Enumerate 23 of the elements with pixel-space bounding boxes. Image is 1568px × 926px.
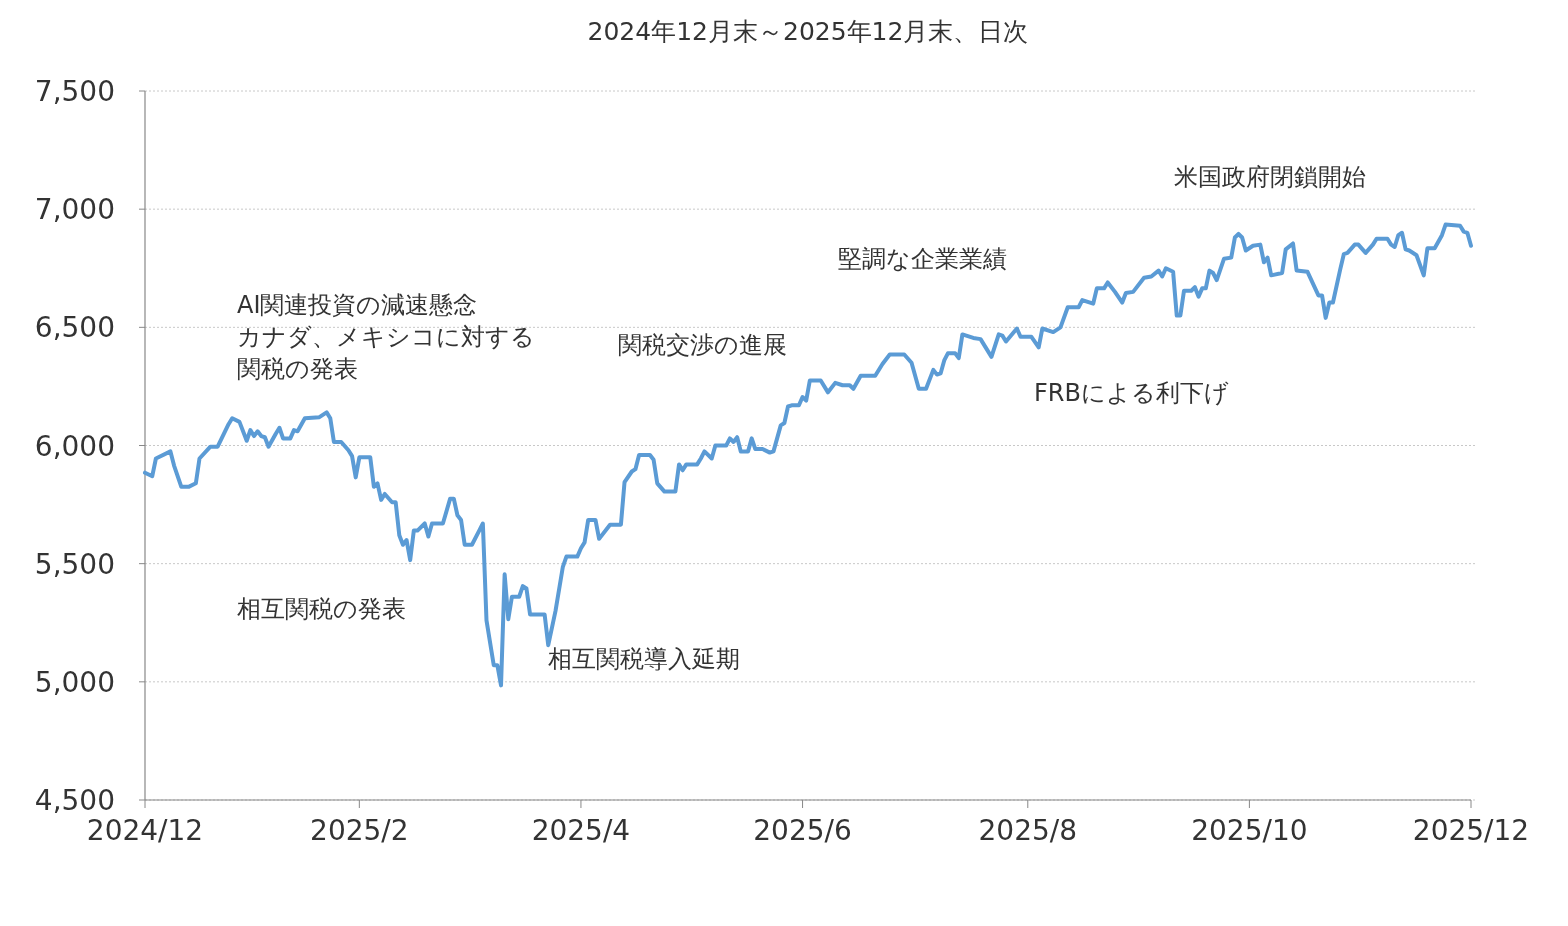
annotation: 相互関税導入延期 xyxy=(548,645,740,673)
x-tick-label: 2025/4 xyxy=(531,814,631,847)
annotation: 堅調な企業業績 xyxy=(838,245,1007,273)
annotation: 関税交渉の進展 xyxy=(618,331,787,359)
x-tick-label: 2025/8 xyxy=(978,814,1078,847)
annotation: カナダ、メキシコに対する関税の発表 xyxy=(237,323,535,383)
x-tick-label: 2025/12 xyxy=(1412,814,1530,847)
x-tick-label: 2025/6 xyxy=(753,814,852,847)
y-tick-label: 7,000 xyxy=(34,193,115,227)
annotation: FRBによる利下げ xyxy=(1034,379,1229,407)
x-tick-label: 2025/10 xyxy=(1191,814,1308,847)
y-tick-label: 6,500 xyxy=(34,311,115,345)
y-tick-label: 6,000 xyxy=(34,429,115,463)
y-tick-label: 5,000 xyxy=(34,665,115,699)
x-tick-label: 2025/2 xyxy=(310,814,409,847)
annotation: AI関連投資の減速懸念 xyxy=(237,291,478,319)
x-tick-label: 2024/12 xyxy=(86,814,204,847)
y-tick-label: 5,500 xyxy=(34,547,115,581)
chart-title: 2024年12月末～2025年12月末、日次 xyxy=(587,17,1029,46)
y-tick-label: 4,500 xyxy=(34,784,115,817)
annotation: 相互関税の発表 xyxy=(237,595,406,623)
y-tick-label: 7,500 xyxy=(34,75,115,108)
annotation: 米国政府閉鎖開始 xyxy=(1174,163,1366,191)
